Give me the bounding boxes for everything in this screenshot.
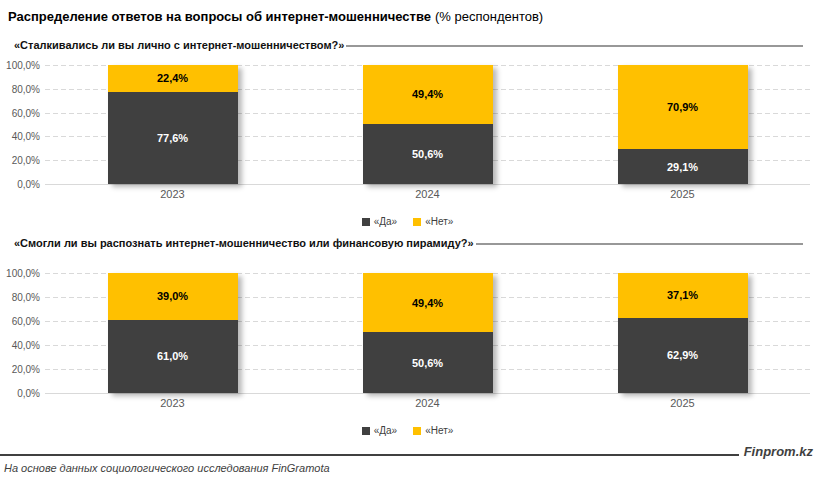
legend-item: «Нет»: [413, 216, 453, 227]
chart-1-legend: «Да» «Нет»: [0, 216, 815, 227]
bar-segment: 49,4%: [363, 273, 493, 332]
y-axis-tick-label: 20,0%: [12, 155, 40, 166]
y-axis-tick-label: 40,0%: [12, 131, 40, 142]
bar-segment: 50,6%: [363, 332, 493, 393]
chart-1-title: «Сталкивались ли вы лично с интернет-мош…: [14, 39, 344, 51]
data-label: 61,0%: [157, 350, 188, 362]
bar-segment: 39,0%: [108, 273, 238, 320]
data-label: 49,4%: [412, 88, 443, 100]
source-note: На основе данных социологического исслед…: [4, 462, 815, 474]
x-axis-label: 2024: [300, 397, 555, 409]
bar-segment: 61,0%: [108, 320, 238, 393]
y-axis-tick-label: 40,0%: [12, 340, 40, 351]
y-axis-tick-label: 60,0%: [12, 316, 40, 327]
infographic: Распределение ответов на вопросы об инте…: [0, 8, 815, 496]
chart-2-header: «Смогли ли вы распознать интернет-мошенн…: [14, 237, 807, 249]
bar-segment: 70,9%: [618, 65, 748, 149]
y-axis-tick-label: 100,0%: [6, 60, 40, 71]
data-label: 22,4%: [157, 72, 188, 84]
brand-logo: Finprom.kz: [744, 444, 813, 459]
bar-segment: 22,4%: [108, 65, 238, 92]
y-axis-tick-label: 60,0%: [12, 107, 40, 118]
data-label: 50,6%: [412, 148, 443, 160]
bar-cell-2024: 49,4% 50,6%: [300, 65, 555, 184]
bar-cell-2023: 22,4% 77,6%: [45, 65, 300, 184]
chart-1-header: «Сталкивались ли вы лично с интернет-мош…: [14, 39, 807, 51]
y-axis-tick-label: 20,0%: [12, 364, 40, 375]
data-label: 50,6%: [412, 357, 443, 369]
y-axis-tick-label: 80,0%: [12, 83, 40, 94]
chart-2-x-axis: 202320242025: [45, 397, 810, 409]
data-label: 37,1%: [667, 289, 698, 301]
legend-swatch: [413, 218, 421, 226]
legend-item: «Да»: [362, 425, 397, 436]
legend-label: «Да»: [374, 425, 397, 436]
legend-label: «Да»: [374, 216, 397, 227]
chart-1-title-rule: [346, 45, 803, 46]
chart-2-legend: «Да» «Нет»: [0, 425, 815, 436]
chart-2-title: «Смогли ли вы распознать интернет-мошенн…: [14, 237, 474, 249]
bar-cell-2025: 70,9% 29,1%: [555, 65, 810, 184]
x-axis-label: 2023: [45, 188, 300, 200]
data-label: 49,4%: [412, 297, 443, 309]
legend-swatch: [362, 218, 370, 226]
page-title-main: Распределение ответов на вопросы об инте…: [8, 9, 431, 24]
legend-label: «Нет»: [425, 216, 453, 227]
y-axis-tick-label: 0,0%: [17, 388, 40, 399]
footer-rule: [0, 454, 739, 456]
x-axis-label: 2024: [300, 188, 555, 200]
data-label: 77,6%: [157, 132, 188, 144]
bar-cell-2025: 37,1% 62,9%: [555, 273, 810, 393]
legend-item: «Нет»: [413, 425, 453, 436]
bar-cell-2023: 39,0% 61,0%: [45, 273, 300, 393]
bar-segment: 62,9%: [618, 318, 748, 393]
bar-segment: 49,4%: [363, 65, 493, 124]
bars-layer: 22,4% 77,6% 49,4% 50,6% 70,9% 29,1%: [45, 65, 810, 184]
stacked-bar-2024: 49,4% 50,6%: [363, 65, 493, 184]
chart-2-title-rule: [476, 243, 803, 244]
gridline: [45, 184, 810, 185]
bars-layer: 39,0% 61,0% 49,4% 50,6% 37,1% 62,9%: [45, 273, 810, 393]
stacked-bar-2024: 49,4% 50,6%: [363, 273, 493, 393]
bar-segment: 29,1%: [618, 149, 748, 184]
legend-swatch: [413, 427, 421, 435]
page-title-suffix: (% респондентов): [435, 9, 543, 24]
bar-segment: 37,1%: [618, 273, 748, 318]
y-axis-tick-label: 0,0%: [17, 179, 40, 190]
x-axis-label: 2023: [45, 397, 300, 409]
legend-label: «Нет»: [425, 425, 453, 436]
chart-2-y-axis: 100,0%80,0%60,0%40,0%20,0%0,0%: [0, 273, 45, 393]
survey-chart-1: «Сталкивались ли вы лично с интернет-мош…: [0, 39, 815, 227]
footer: Finprom.kz: [0, 444, 813, 459]
stacked-bar-2025: 70,9% 29,1%: [618, 65, 748, 184]
legend-item: «Да»: [362, 216, 397, 227]
bar-segment: 50,6%: [363, 124, 493, 184]
data-label: 70,9%: [667, 101, 698, 113]
bar-cell-2024: 49,4% 50,6%: [300, 273, 555, 393]
y-axis-tick-label: 80,0%: [12, 292, 40, 303]
legend-swatch: [362, 427, 370, 435]
chart-2-plot-area: 100,0%80,0%60,0%40,0%20,0%0,0% 39,0%61,0…: [0, 273, 810, 393]
chart-1-x-axis: 202320242025: [45, 188, 810, 200]
stacked-bar-2023: 39,0% 61,0%: [108, 273, 238, 393]
stacked-bar-2023: 22,4% 77,6%: [108, 65, 238, 184]
data-label: 29,1%: [667, 161, 698, 173]
data-label: 39,0%: [157, 290, 188, 302]
chart-1-plot: 22,4% 77,6% 49,4% 50,6% 70,9% 29,1%: [45, 65, 810, 184]
stacked-bar-2025: 37,1% 62,9%: [618, 273, 748, 393]
chart-2-plot: 39,0% 61,0% 49,4% 50,6% 37,1% 62,9%: [45, 273, 810, 393]
page-title: Распределение ответов на вопросы об инте…: [8, 8, 815, 26]
y-axis-tick-label: 100,0%: [6, 268, 40, 279]
data-label: 62,9%: [667, 349, 698, 361]
bar-segment: 77,6%: [108, 92, 238, 184]
x-axis-label: 2025: [555, 397, 810, 409]
chart-1-plot-area: 100,0%80,0%60,0%40,0%20,0%0,0% 22,4%77,6…: [0, 65, 810, 184]
survey-chart-2: «Смогли ли вы распознать интернет-мошенн…: [0, 237, 815, 436]
chart-1-y-axis: 100,0%80,0%60,0%40,0%20,0%0,0%: [0, 65, 45, 184]
x-axis-label: 2025: [555, 188, 810, 200]
gridline: [45, 393, 810, 394]
